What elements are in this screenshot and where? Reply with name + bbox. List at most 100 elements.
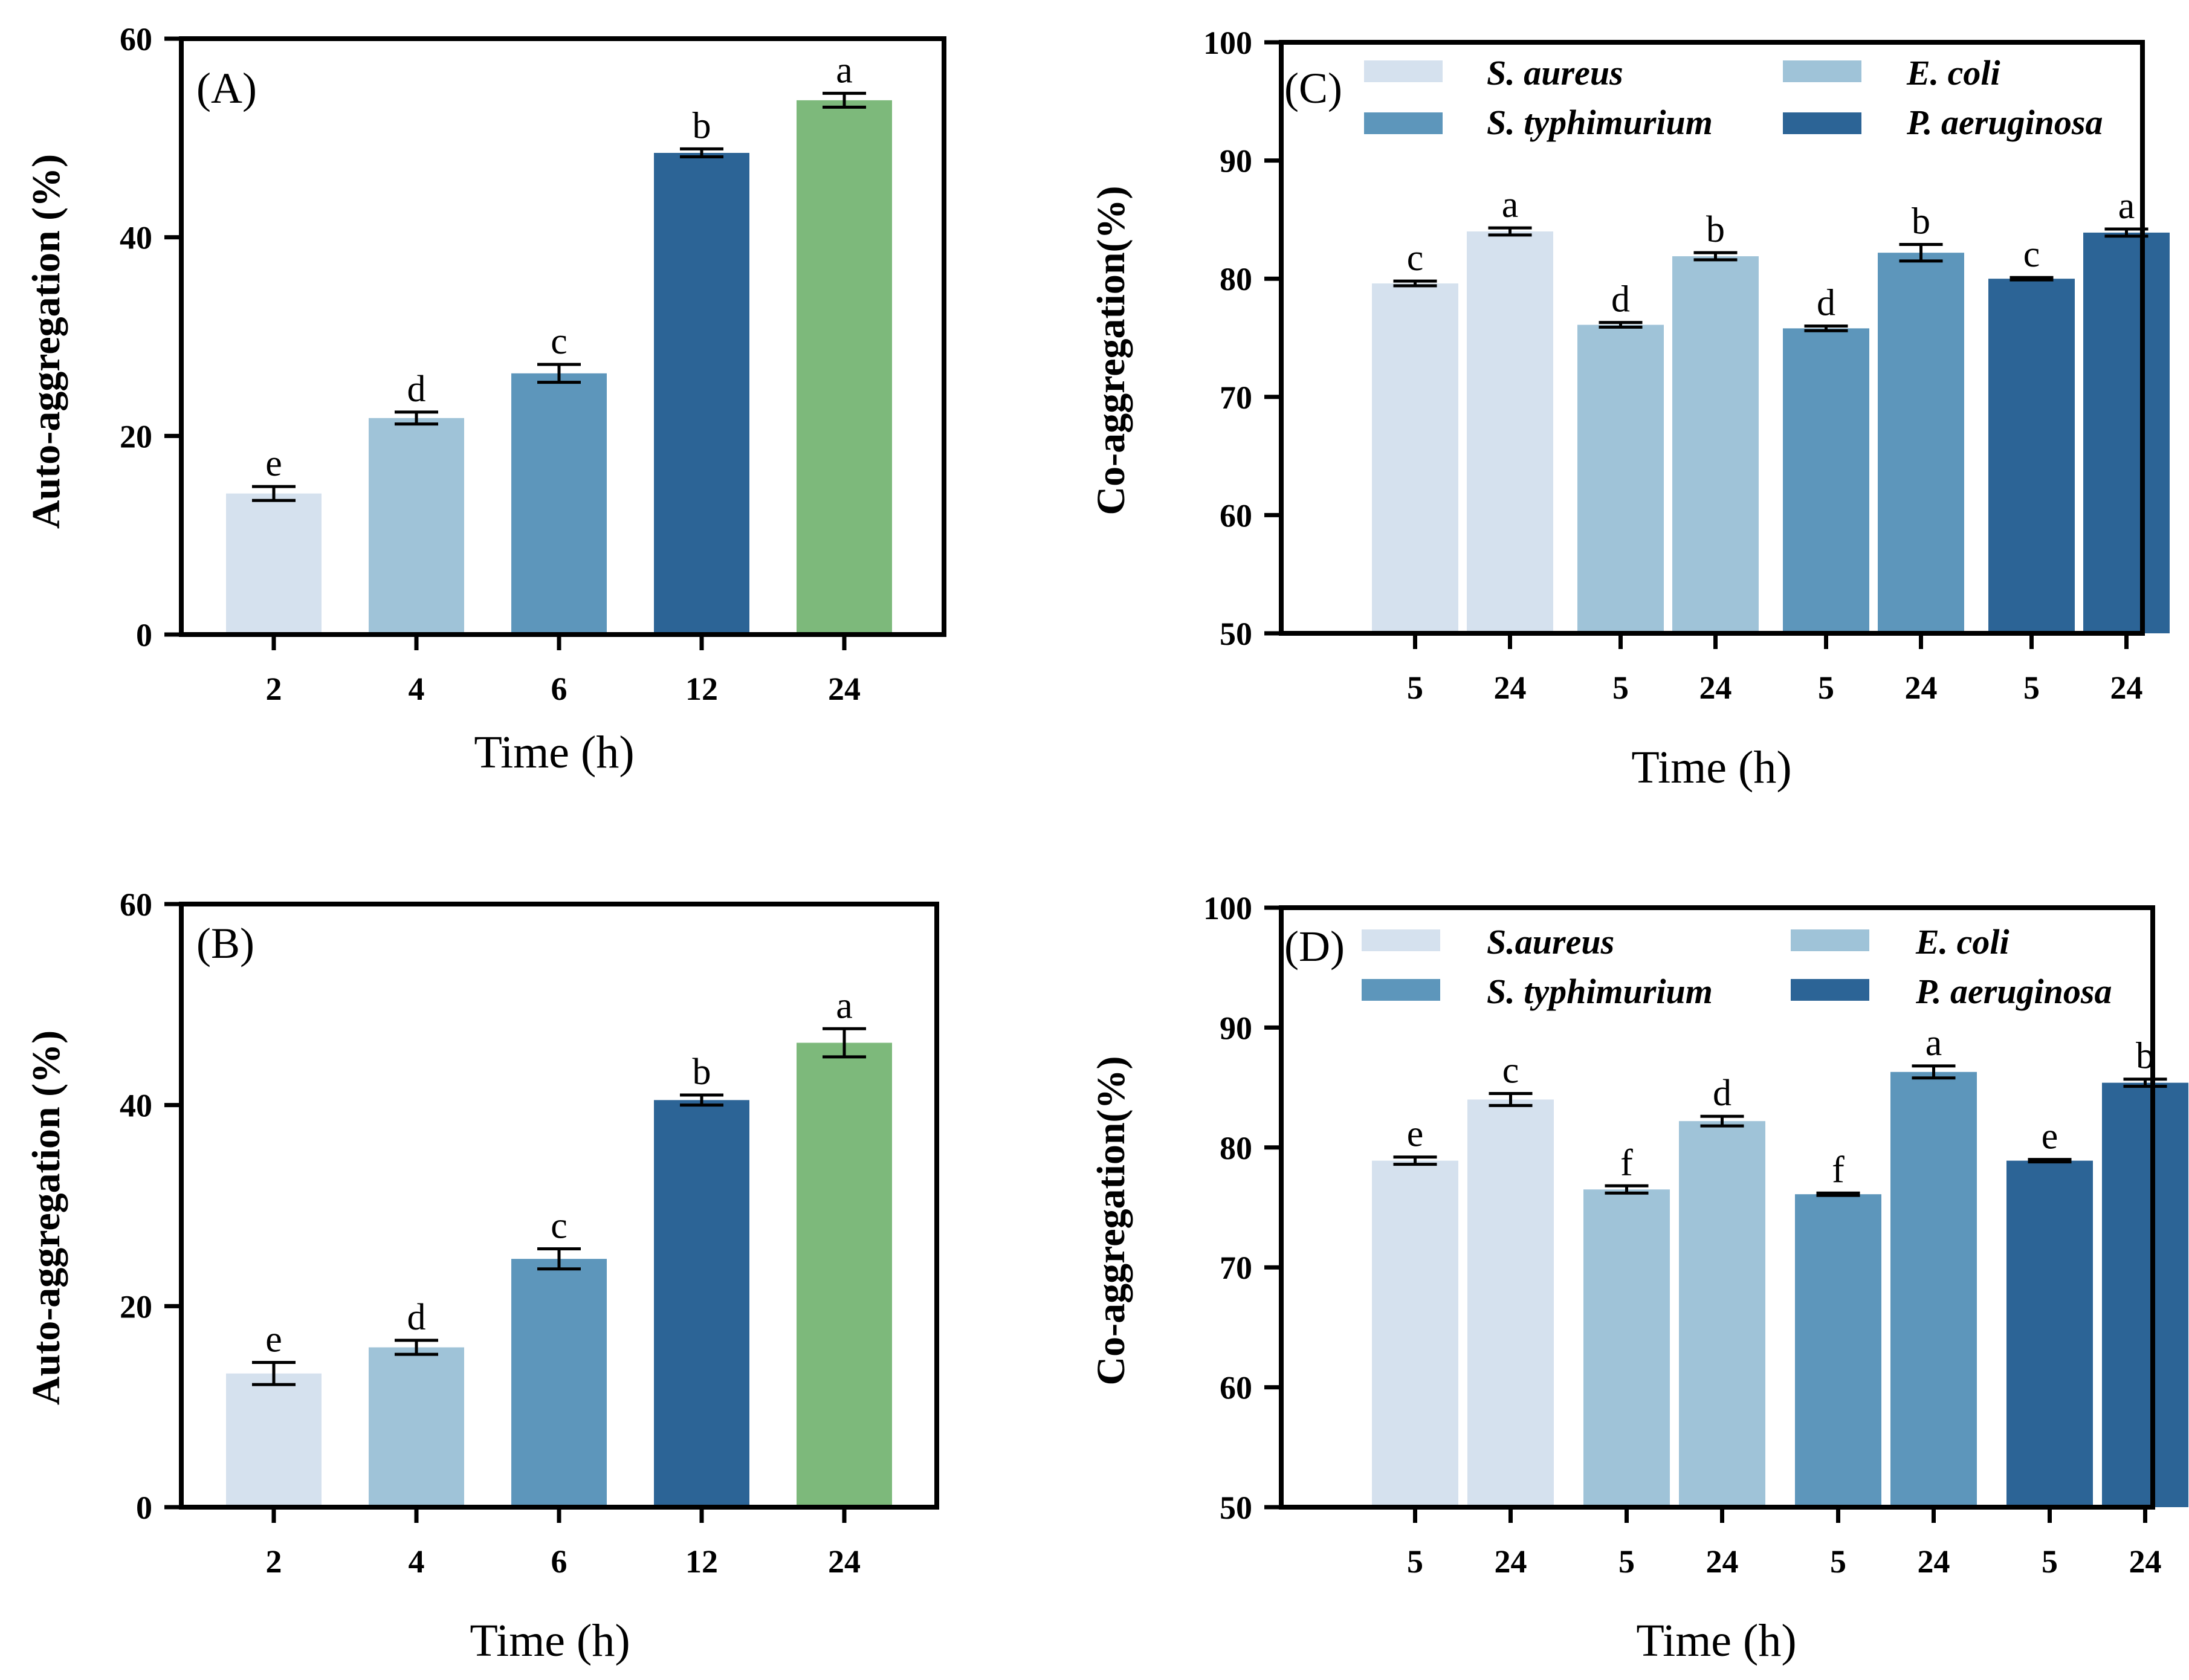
panel-c-significance-letter: a [1502, 184, 1519, 225]
panel-c-significance-letter: b [1706, 209, 1725, 250]
panel-b-y-tick-label: 60 [120, 887, 152, 923]
panel-b-significance-letter: c [551, 1206, 567, 1247]
y-axis-title-c: Co-aggregation(%) [1089, 186, 1133, 515]
panel-c-y-tick-label: 60 [1220, 497, 1252, 534]
panel-b-bar [511, 1259, 607, 1507]
panel-b-bar [797, 1042, 892, 1507]
panel-c-x-tick-label: 24 [2110, 670, 2143, 706]
panel-d-significance-letter: f [1620, 1142, 1633, 1183]
panel-a-significance-letter: a [836, 50, 853, 91]
panel-d-bar [2102, 1082, 2188, 1507]
panel-b-significance-letter: a [836, 985, 853, 1026]
panel-c-y-tick-label: 90 [1220, 143, 1252, 179]
panel-c-bar [1783, 328, 1869, 633]
panel-d-significance-letter: e [2042, 1116, 2058, 1157]
panel-a-y-tick-label: 0 [136, 617, 152, 653]
panel-a-axes-frame [179, 36, 946, 637]
legend-label-c-p-aeruginosa: P. aeruginosa [1906, 103, 2103, 142]
panel-b-x-tick-label: 2 [266, 1543, 282, 1580]
panel-d-axes-frame [1279, 905, 2155, 1510]
x-axis-title-a: Time (h) [474, 727, 634, 778]
panel-c-significance-letter: b [1912, 201, 1930, 242]
legend-swatch-d-s-typhimurium [1362, 979, 1440, 1001]
panel-c-significance-letter: d [1611, 279, 1630, 320]
panel-b-y-tick-label: 40 [120, 1088, 152, 1124]
panel-d-bar [2006, 1160, 2093, 1507]
panel-d-significance-letter: d [1713, 1073, 1731, 1114]
panel-b-x-tick-label: 12 [685, 1543, 718, 1580]
panel-label-d: (D) [1284, 922, 1345, 971]
panel-c-x-tick-label: 24 [1905, 670, 1938, 706]
panel-a-bar [797, 100, 892, 635]
panel-d-y-tick-label: 70 [1220, 1250, 1252, 1286]
panel-d-y-tick-label: 50 [1220, 1490, 1252, 1526]
panel-a-y-tick-label: 40 [120, 220, 152, 256]
legend-swatch-c-p-aeruginosa [1783, 112, 1861, 134]
legend-label-d-e-coli: E. coli [1915, 922, 2010, 961]
panel-a-significance-letter: c [551, 321, 567, 362]
panel-a-x-tick-label: 2 [266, 671, 282, 707]
panel-a-bar [226, 493, 322, 635]
panel-d-x-tick-label: 5 [1618, 1543, 1635, 1580]
panel-c-x-tick-label: 24 [1699, 670, 1732, 706]
panel-c: (C) Time (h) Co-aggregation(%) S. aureus… [1089, 25, 2170, 793]
panel-a-bar [654, 152, 749, 635]
panel-d: (D) Time (h) Co-aggregation(%) S.aureus … [1089, 890, 2188, 1666]
panel-b-bar [369, 1347, 464, 1507]
panel-b-axes-frame [179, 902, 939, 1510]
legend-label-d-s-typhimurium: S. typhimurium [1487, 972, 1713, 1011]
legend-swatch-d-p-aeruginosa [1791, 979, 1869, 1001]
panel-a-x-tick-label: 6 [551, 671, 567, 707]
panel-c-y-tick-label: 70 [1220, 380, 1252, 416]
panel-b-significance-letter: d [407, 1297, 426, 1338]
panel-label-c: (C) [1284, 64, 1342, 112]
panel-c-bar [1372, 283, 1458, 633]
panel-c-bar [1577, 325, 1664, 633]
panel-label-a: (A) [196, 64, 257, 112]
panel-d-x-tick-label: 24 [1495, 1543, 1527, 1580]
panel-a-y-tick-label: 20 [120, 418, 152, 454]
legend-label-d-s-aureus: S.aureus [1487, 922, 1614, 961]
panel-a-bar [369, 418, 464, 635]
panel-b-significance-letter: b [693, 1052, 711, 1093]
legend-label-c-s-typhimurium: S. typhimurium [1487, 103, 1713, 142]
panel-b-x-tick-label: 24 [828, 1543, 861, 1580]
panel-b-x-tick-label: 6 [551, 1543, 567, 1580]
panel-b-bar [226, 1373, 322, 1507]
panel-c-y-tick-label: 100 [1203, 25, 1252, 61]
x-axis-title-c: Time (h) [1631, 742, 1791, 793]
panel-c-x-tick-label: 5 [1818, 670, 1834, 706]
panel-b-y-tick-label: 0 [136, 1490, 152, 1526]
legend-swatch-c-s-aureus [1364, 60, 1443, 82]
legend-label-c-s-aureus: S. aureus [1487, 53, 1623, 92]
panel-d-x-tick-label: 5 [2042, 1543, 2058, 1580]
panel-b: (B) Time (h) Auto-aggregation (%) e 2 d 4 c 6… [24, 887, 939, 1666]
panel-a-x-tick-label: 24 [828, 671, 861, 707]
panel-c-significance-letter: c [2023, 234, 2040, 275]
panel-b-y-tick-label: 20 [120, 1288, 152, 1325]
panel-b-bar [654, 1100, 749, 1507]
panel-d-x-tick-label: 24 [2129, 1543, 2162, 1580]
panel-d-bar [1679, 1121, 1765, 1507]
y-axis-title-a: Auto-aggregation (%) [24, 154, 68, 529]
panel-c-x-tick-label: 5 [2023, 670, 2040, 706]
panel-d-significance-letter: c [1502, 1050, 1519, 1091]
panel-b-x-tick-label: 4 [409, 1543, 425, 1580]
panel-d-y-tick-label: 80 [1220, 1130, 1252, 1166]
y-axis-title-d: Co-aggregation(%) [1089, 1056, 1133, 1385]
panel-a-significance-letter: e [265, 443, 282, 484]
panel-a-x-tick-label: 4 [409, 671, 425, 707]
panel-c-x-tick-label: 24 [1494, 670, 1527, 706]
legend-label-d-p-aeruginosa: P. aeruginosa [1915, 972, 2112, 1011]
panel-a-x-tick-label: 12 [685, 671, 718, 707]
panel-d-x-tick-label: 5 [1407, 1543, 1423, 1580]
legend-swatch-d-e-coli [1791, 929, 1869, 951]
panel-d-bar [1467, 1099, 1554, 1507]
panel-c-significance-letter: a [2118, 186, 2135, 227]
panel-d-bar [1372, 1160, 1458, 1507]
x-axis-title-d: Time (h) [1636, 1615, 1796, 1666]
panel-d-significance-letter: e [1407, 1114, 1424, 1155]
panel-a: (A) Time (h) Auto-aggregation (%) e 2 d 4 c 6… [24, 21, 946, 778]
panel-c-bar [1467, 231, 1553, 634]
x-axis-title-b: Time (h) [470, 1615, 630, 1666]
